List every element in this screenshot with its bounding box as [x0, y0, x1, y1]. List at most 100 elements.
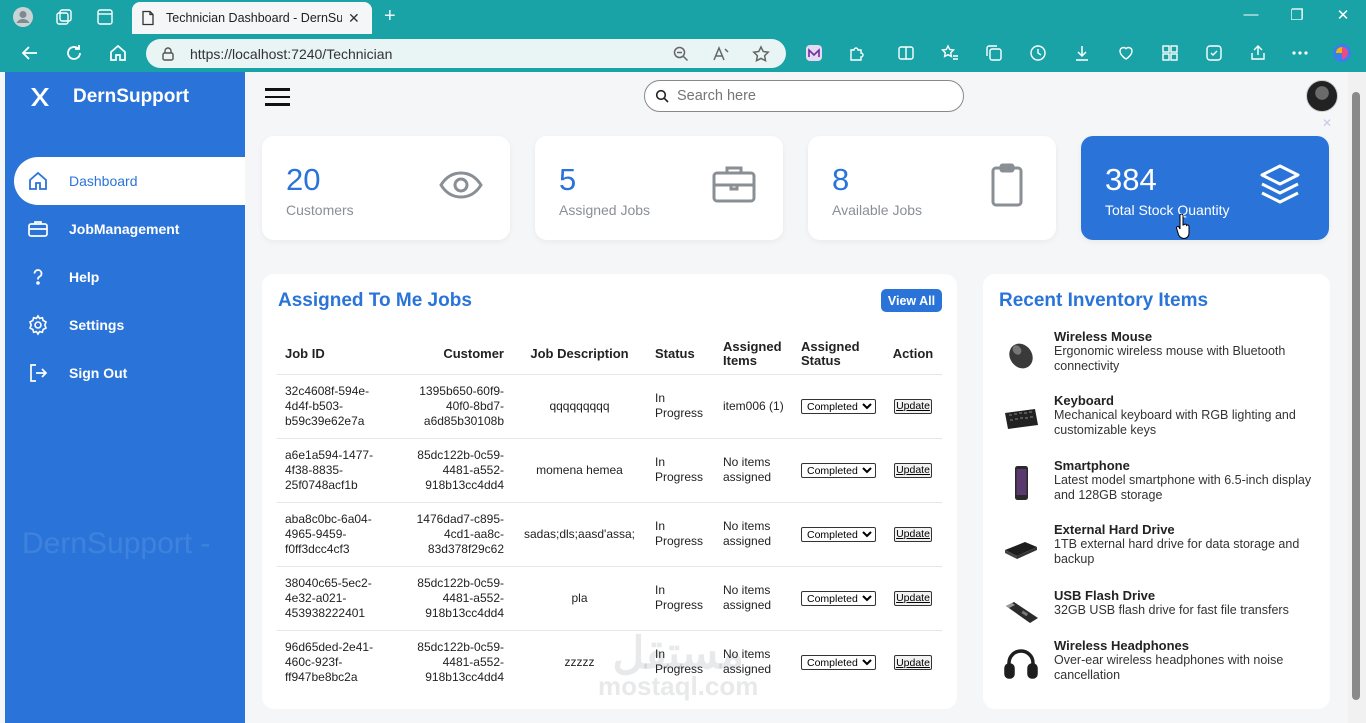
sidebar-item-settings[interactable]: Settings: [5, 301, 245, 349]
assigned-items-cell: No items assigned: [715, 501, 793, 566]
sidebar-item-help[interactable]: Help: [5, 253, 245, 301]
brand[interactable]: DernSupport: [29, 86, 189, 108]
address-bar[interactable]: https://localhost:7240/Technician: [146, 39, 786, 68]
assigned-status-cell: Completed: [793, 565, 884, 630]
more-options-icon[interactable]: [1289, 42, 1311, 64]
description-cell: zzzzz: [512, 629, 647, 694]
apps-icon[interactable]: [1159, 42, 1181, 64]
favorites-icon[interactable]: [939, 42, 961, 64]
description-cell: pla: [512, 565, 647, 630]
watermark-url: mostaql.com: [598, 671, 759, 701]
search-box[interactable]: [644, 80, 964, 112]
split-screen-icon[interactable]: [895, 42, 917, 64]
stat-card-customers[interactable]: 20 Customers: [262, 136, 510, 240]
list-item[interactable]: External Hard Drive 1TB external hard dr…: [1000, 522, 1320, 582]
assigned-items-cell: item006 (1): [715, 373, 793, 438]
sidebar-item-jobmanagement[interactable]: JobManagement: [5, 205, 245, 253]
assigned-items-cell: No items assigned: [715, 629, 793, 694]
status-cell: In Progress: [647, 565, 715, 630]
tab-close-icon[interactable]: ✕: [348, 9, 360, 26]
logo-icon: [31, 88, 49, 106]
profile-icon[interactable]: [12, 6, 34, 28]
view-all-button[interactable]: View All: [881, 289, 942, 312]
copilot-icon[interactable]: [1331, 42, 1353, 64]
extensions-puzzle-icon[interactable]: [846, 42, 868, 64]
update-button[interactable]: Update: [894, 398, 932, 414]
assigned-status-cell: Completed: [793, 437, 884, 502]
item-description: 32GB USB flash drive for fast file trans…: [1054, 603, 1289, 617]
home-browser-icon[interactable]: [107, 42, 129, 64]
share-icon[interactable]: [1247, 42, 1269, 64]
sidebar-item-dashboard[interactable]: Dashboard: [14, 157, 245, 205]
avatar[interactable]: [1306, 80, 1338, 112]
watermark: مستقل mostaql.com: [598, 628, 758, 702]
item-name: USB Flash Drive: [1054, 588, 1156, 603]
list-item[interactable]: USB Flash Drive 32GB USB flash drive for…: [1000, 588, 1320, 648]
performance-icon[interactable]: [1115, 42, 1137, 64]
column-header: Assigned Status: [801, 338, 860, 368]
hand-cursor-icon: [1176, 214, 1190, 240]
read-aloud-icon[interactable]: [712, 45, 730, 63]
ghost-brand-text: DernSupport -: [22, 527, 211, 560]
list-item[interactable]: Keyboard Mechanical keyboard with RGB li…: [1000, 393, 1320, 453]
close-window-icon[interactable]: ✕: [1336, 7, 1350, 24]
brand-name: DernSupport: [73, 86, 190, 107]
browser-tab-active[interactable]: Technician Dashboard - DernSupport ✕: [132, 2, 372, 34]
update-button[interactable]: Update: [894, 526, 932, 542]
mouse-icon: [1009, 343, 1033, 369]
update-button[interactable]: Update: [894, 655, 932, 670]
action-cell: Update: [884, 629, 942, 694]
list-item[interactable]: Smartphone Latest model smartphone with …: [1000, 458, 1320, 518]
sidebar-item-label: Settings: [69, 317, 125, 333]
floating-widget-icon[interactable]: ✕: [1322, 116, 1333, 130]
help-icon: [27, 266, 49, 288]
list-item[interactable]: Wireless Mouse Ergonomic wireless mouse …: [1000, 329, 1320, 389]
new-tab-icon[interactable]: +: [384, 5, 396, 27]
briefcase-icon: [712, 166, 756, 203]
zoom-icon[interactable]: [672, 45, 690, 63]
smartphone-icon: [1015, 466, 1028, 500]
stat-card-total-stock[interactable]: 384 Total Stock Quantity: [1081, 136, 1329, 240]
assigned-status-select[interactable]: Completed: [801, 590, 876, 606]
menu-toggle-icon[interactable]: [265, 88, 290, 106]
stat-label: Customers: [286, 202, 354, 218]
refresh-icon[interactable]: [63, 42, 85, 64]
restore-icon[interactable]: ❐: [1290, 7, 1304, 24]
minimize-icon[interactable]: —: [1243, 6, 1259, 23]
table-row: a6e1a594-1477-4f38-8835-25f0748acf1b 85dc…: [277, 437, 942, 502]
lock-icon: [162, 46, 174, 61]
sidebar-body: [5, 158, 245, 723]
clipboard-icon: [991, 163, 1023, 207]
jobs-table: Job ID Customer Job Description Status A…: [277, 334, 942, 694]
description-cell: qqqqqqqqq: [512, 373, 647, 438]
item-description: 1TB external hard drive for data storage…: [1054, 537, 1300, 566]
stat-card-available-jobs[interactable]: 8 Available Jobs: [808, 136, 1056, 240]
screenshot-icon[interactable]: [1203, 42, 1225, 64]
column-header: Status: [655, 345, 695, 361]
list-item[interactable]: Wireless Headphones Over-ear wireless he…: [1000, 638, 1320, 698]
inventory-panel-title: Recent Inventory Items: [999, 290, 1209, 311]
sidebar-item-sign-out[interactable]: Sign Out: [5, 349, 245, 397]
scrollbar-thumb[interactable]: [1352, 92, 1360, 700]
usb-drive-icon: [1006, 602, 1038, 623]
workspaces-icon[interactable]: [53, 6, 75, 28]
customer-cell: 85dc122b-0c59-4481-a552-918b13cc4dd4: [399, 437, 512, 502]
history-icon[interactable]: [1027, 42, 1049, 64]
item-name: Wireless Mouse: [1054, 329, 1153, 344]
update-button[interactable]: Update: [894, 462, 932, 478]
assigned-status-select[interactable]: Completed: [801, 398, 876, 414]
collections-icon[interactable]: [983, 42, 1005, 64]
home-icon: [27, 170, 49, 192]
downloads-icon[interactable]: [1071, 42, 1093, 64]
briefcase-icon: [27, 218, 49, 240]
tab-actions-icon[interactable]: [94, 6, 116, 28]
stat-card-assigned-jobs[interactable]: 5 Assigned Jobs: [535, 136, 783, 240]
assigned-status-select[interactable]: Completed: [801, 654, 876, 670]
assigned-status-select[interactable]: Completed: [801, 526, 876, 542]
favorite-star-icon[interactable]: [752, 45, 770, 63]
extension-m-icon[interactable]: [803, 42, 825, 64]
back-icon[interactable]: [19, 42, 41, 64]
assigned-status-select[interactable]: Completed: [801, 462, 876, 478]
update-button[interactable]: Update: [894, 590, 932, 606]
search-input[interactable]: [677, 88, 947, 104]
